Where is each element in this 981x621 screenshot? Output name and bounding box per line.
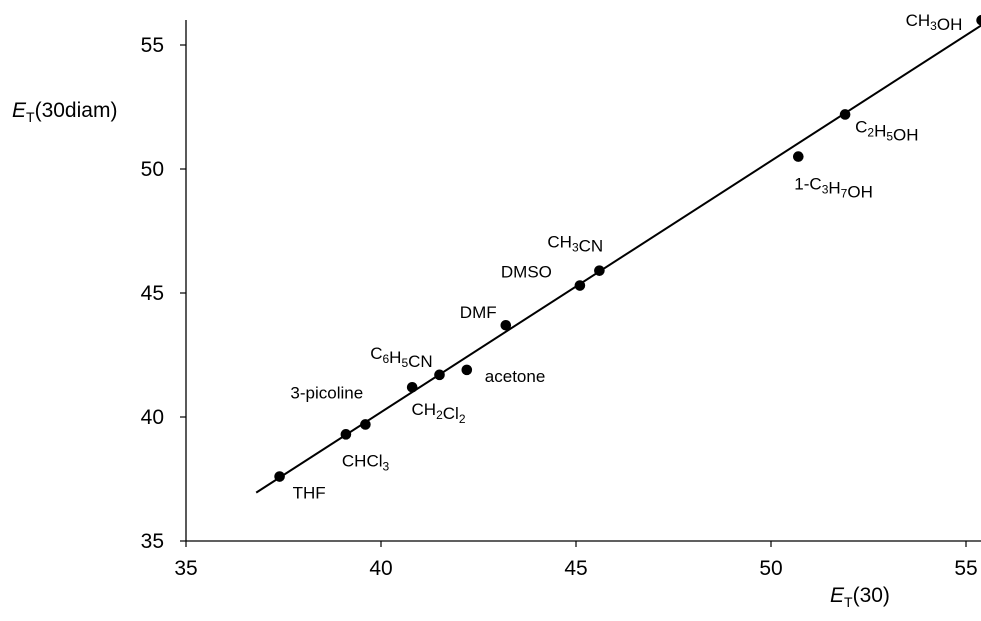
ticks: 35 40 45 50 55 35 40 45 50 55 <box>141 34 978 580</box>
y-tick-label: 55 <box>141 34 164 57</box>
data-point <box>500 319 512 331</box>
data-points <box>274 14 981 482</box>
fit-line <box>255 24 981 494</box>
data-point <box>340 429 352 440</box>
y-axis-label: ET(30diam) <box>12 99 118 126</box>
x-tick-label: 50 <box>759 557 782 580</box>
fit-line-group <box>255 24 981 494</box>
x-tick-label: 55 <box>954 557 977 580</box>
data-label: acetone <box>485 367 546 386</box>
data-label: 3-picoline <box>290 383 363 402</box>
data-point <box>360 419 371 430</box>
data-point <box>434 369 445 381</box>
x-tick-label: 40 <box>369 557 392 580</box>
x-tick-label: 45 <box>564 557 587 580</box>
data-label: THF <box>293 484 326 503</box>
data-point <box>461 364 473 376</box>
y-tick-label: 45 <box>141 282 164 305</box>
data-point <box>594 265 605 276</box>
x-tick-label: 35 <box>174 557 197 580</box>
data-point <box>406 381 418 393</box>
data-label: CHCl3 <box>342 451 390 473</box>
data-point <box>574 280 586 291</box>
data-label: DMF <box>460 303 497 322</box>
axes <box>185 20 981 542</box>
data-label: C6H5CN <box>370 344 433 371</box>
data-label: C2H5OH <box>855 117 918 144</box>
y-tick-label: 40 <box>141 406 164 429</box>
data-label: 1-C3H7OH <box>794 175 873 202</box>
point-labels: THF CHCl3 3-picoline C6H5CN CH2Cl2 acetone DMF… <box>290 11 962 502</box>
data-point <box>274 471 285 482</box>
data-point <box>793 151 804 162</box>
y-tick-label: 50 <box>141 158 164 181</box>
data-label: CH2Cl2 <box>412 400 466 426</box>
x-axis-label: ET(30) <box>830 584 890 611</box>
data-label: CH3CN <box>547 233 603 256</box>
data-label: CH3OH <box>906 11 963 34</box>
data-point <box>976 14 981 26</box>
data-label: DMSO <box>501 263 552 282</box>
y-tick-label: 35 <box>141 530 164 553</box>
data-point <box>839 109 851 120</box>
